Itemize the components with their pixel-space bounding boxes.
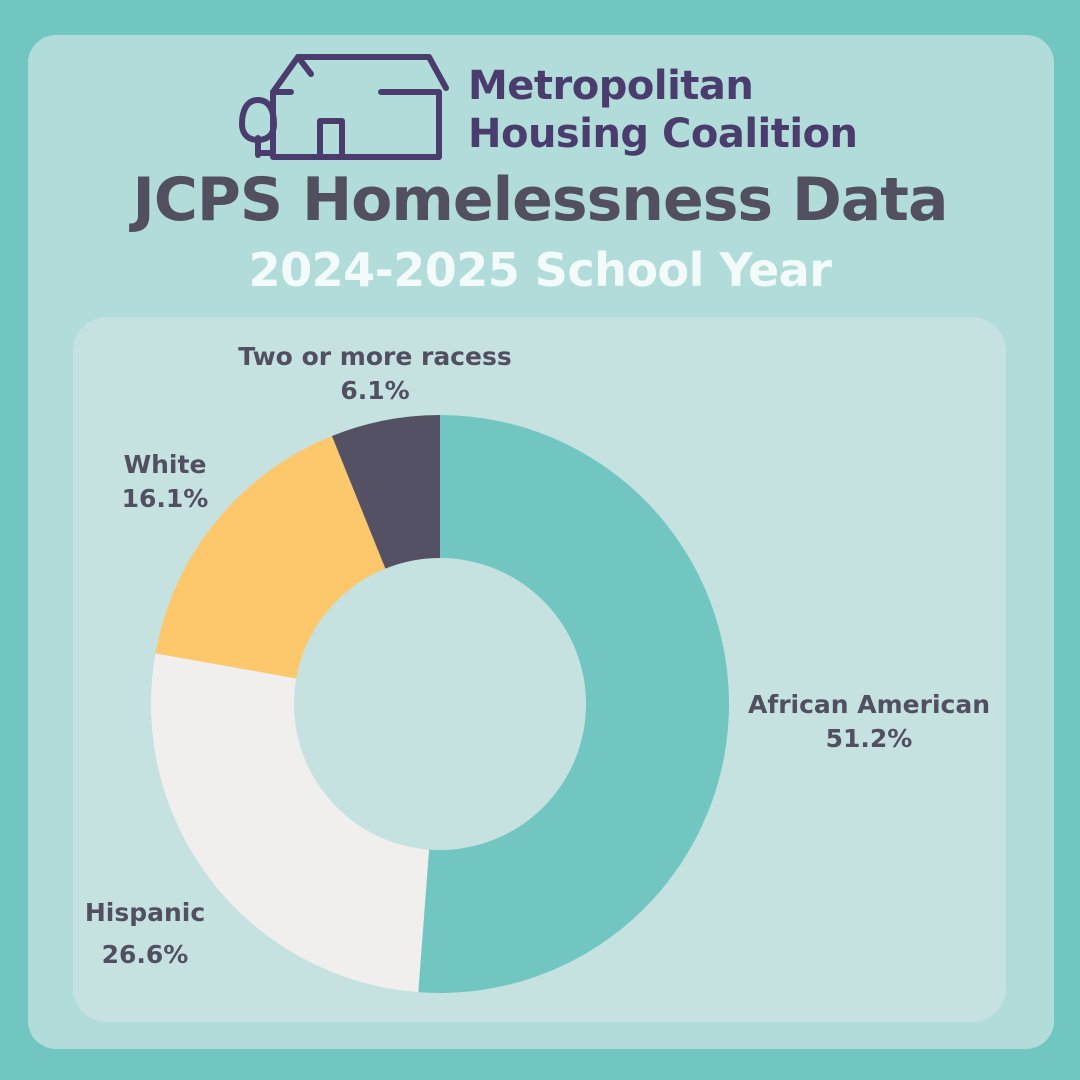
donut-slice-white: [155, 435, 386, 679]
house-with-tree-icon: [239, 54, 449, 160]
slice-label-african-american: African American 51.2%: [734, 688, 1004, 756]
slice-label-value: 16.1%: [121, 484, 209, 513]
slice-label-name: Hispanic: [84, 898, 206, 927]
slice-label-name: African American: [747, 690, 991, 719]
organization-name-line-1: Metropolitan: [468, 63, 754, 109]
slice-label-white: White 16.1%: [90, 448, 240, 516]
organization-logo: Metropolitan Housing Coalition: [236, 50, 858, 166]
slice-label-value: 6.1%: [340, 376, 410, 405]
slice-label-value: 51.2%: [825, 724, 913, 753]
slice-label-name: White: [123, 450, 207, 479]
slice-label-two-or-more-races: Two or more racess 6.1%: [225, 340, 525, 408]
page-title: JCPS Homelessness Data: [132, 165, 949, 235]
organization-name-line-2: Housing Coalition: [468, 111, 858, 157]
donut-slice-african-american: [418, 415, 729, 993]
slice-label-hispanic: Hispanic 26.6%: [70, 896, 220, 972]
slice-label-value: 26.6%: [101, 940, 189, 969]
page-subtitle: 2024-2025 School Year: [248, 243, 832, 297]
slice-label-name: Two or more racess: [238, 342, 512, 371]
donut-slice-two-or-more-racess: [331, 415, 440, 569]
donut-slice-hispanic: [150, 653, 430, 993]
